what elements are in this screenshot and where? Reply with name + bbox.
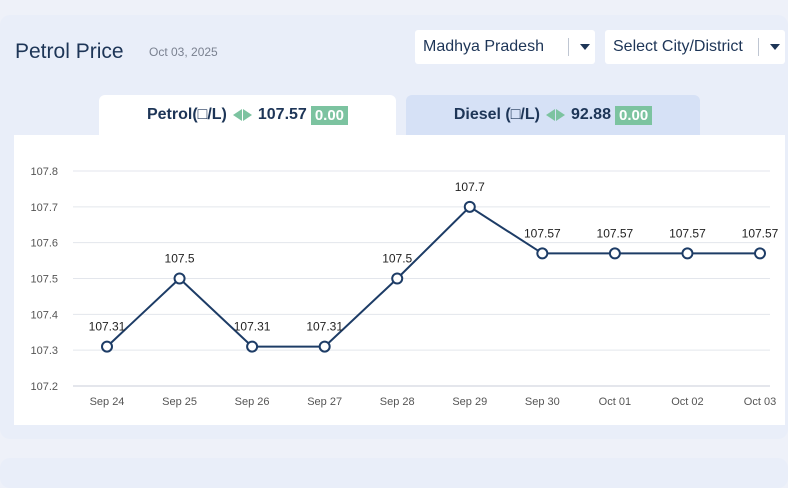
y-tick-label: 107.6 [30, 238, 58, 250]
chevron-down-icon[interactable] [575, 44, 595, 50]
x-tick-label: Oct 03 [744, 396, 776, 408]
data-point [754, 247, 766, 260]
y-tick-label: 107.5 [30, 274, 58, 286]
data-point [246, 340, 259, 353]
tab-diesel[interactable]: Diesel (□/L) 92.88 0.00 [406, 95, 700, 135]
x-tick-label: Sep 25 [162, 396, 197, 408]
data-point [173, 272, 186, 285]
select-divider [568, 38, 569, 56]
data-point [536, 247, 549, 260]
data-point [463, 200, 476, 213]
y-tick-label: 107.2 [30, 381, 58, 393]
chevron-down-icon[interactable] [765, 44, 785, 50]
x-tick-label: Sep 27 [307, 396, 342, 408]
state-select-value: Madhya Pradesh [423, 38, 544, 55]
price-line [106, 205, 760, 348]
price-change-arrows-icon [545, 109, 565, 121]
y-tick-label: 107.3 [30, 345, 58, 357]
data-label: 107.31 [306, 320, 343, 334]
data-point [318, 340, 331, 353]
tab-petrol-change-badge: 0.00 [310, 105, 349, 125]
next-card [0, 458, 788, 488]
data-point [608, 247, 621, 260]
data-label: 107.5 [382, 252, 412, 266]
page-title: Petrol Price [15, 40, 124, 63]
tab-diesel-label: Diesel (□/L) [453, 106, 540, 123]
x-tick-label: Sep 28 [380, 396, 415, 408]
x-tick-label: Sep 30 [525, 396, 560, 408]
x-tick-label: Sep 26 [235, 396, 270, 408]
city-select[interactable]: Select City/District [605, 30, 785, 64]
x-tick-label: Sep 29 [452, 396, 487, 408]
data-label: 107.57 [669, 226, 706, 240]
city-select-value: Select City/District [613, 38, 743, 55]
tab-petrol-label: Petrol(□/L) [146, 106, 227, 123]
data-point [101, 340, 113, 353]
data-label: 107.57 [524, 226, 561, 240]
price-change-arrows-icon [232, 109, 252, 121]
data-label: 107.5 [165, 252, 195, 266]
data-label: 107.31 [89, 320, 126, 334]
y-tick-label: 107.4 [30, 309, 58, 321]
chart-panel: 107.2 107.3 107.4 107.5 107.6 107.7 107.8 Sep 2… [14, 135, 785, 425]
tab-diesel-price: 92.88 [570, 106, 611, 123]
price-date: Oct 03, 2025 [149, 45, 218, 59]
tab-petrol[interactable]: Petrol(□/L) 107.57 0.00 [99, 95, 396, 135]
data-label: 107.31 [234, 320, 271, 334]
x-tick-label: Sep 24 [90, 396, 125, 408]
select-divider [758, 38, 759, 56]
data-label: 107.57 [597, 226, 634, 240]
tab-diesel-change-badge: 0.00 [614, 105, 653, 125]
y-tick-label: 107.7 [30, 202, 58, 214]
x-tick-label: Oct 02 [671, 396, 703, 408]
data-point [391, 272, 404, 285]
x-tick-label: Oct 01 [599, 396, 631, 408]
data-label: 107.57 [742, 226, 779, 240]
tab-petrol-price: 107.57 [257, 106, 307, 123]
price-line-chart: 107.2 107.3 107.4 107.5 107.6 107.7 107.8 Sep 2… [30, 166, 779, 408]
y-tick-label: 107.8 [30, 166, 58, 178]
data-point [681, 247, 694, 260]
data-label: 107.7 [455, 180, 485, 194]
state-select[interactable]: Madhya Pradesh [415, 30, 595, 64]
